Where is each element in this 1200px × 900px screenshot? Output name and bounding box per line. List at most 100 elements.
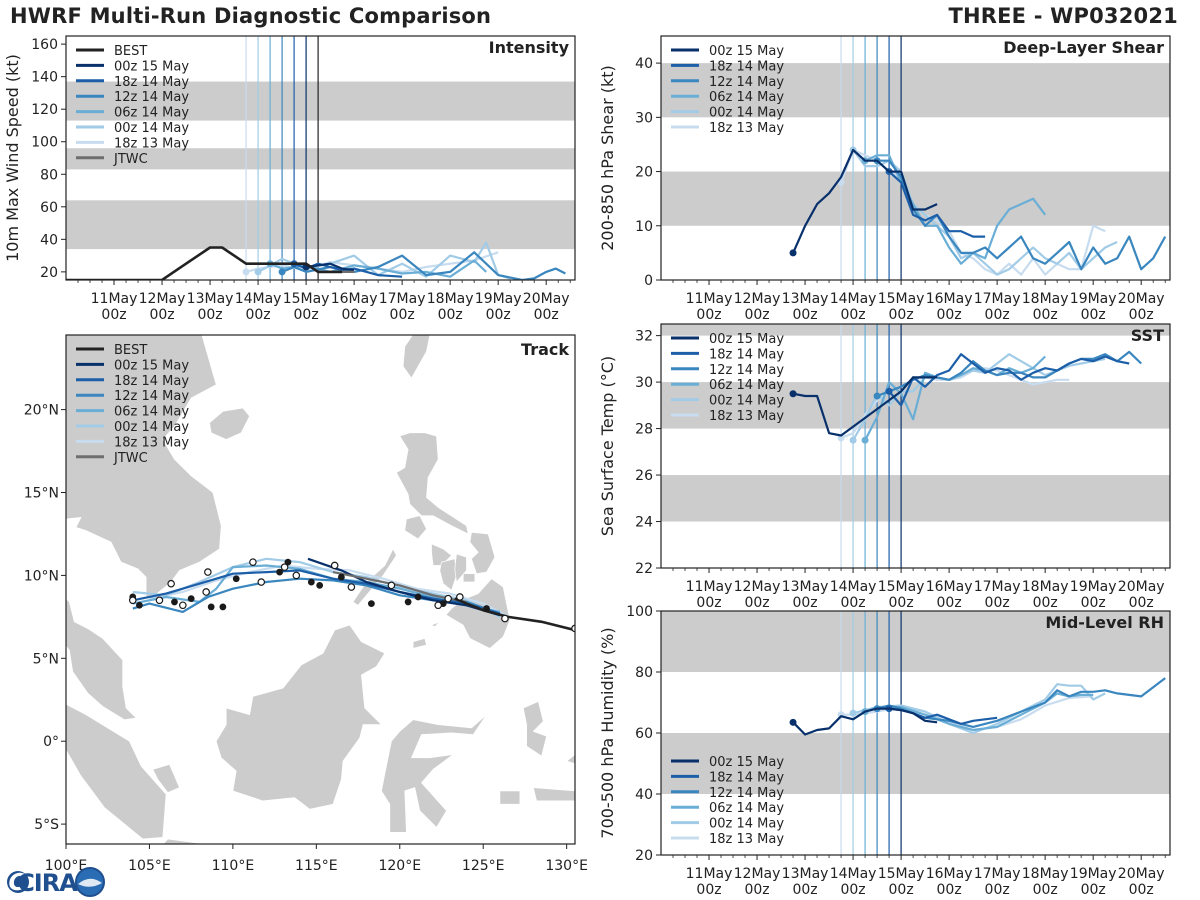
rh-xtick-label: 00z [1129,882,1154,898]
track-legend-label: 18z 13 May [114,435,189,450]
shear-series-18z-14-may [888,170,986,238]
seram-buru-islands [499,790,521,805]
sst-xtick-label: 11May [686,579,733,595]
rh-ytick-label: 40 [635,787,653,803]
sst-series-start-point [861,436,869,444]
intensity-series-start-point [254,268,262,276]
sst-xtick-label: 15May [878,579,925,595]
track-series-18z-14-may [132,569,501,615]
sst-series-18z-14-may [888,353,1130,407]
intensity-ytick-label: 20 [40,265,58,281]
rh-xtick-label: 14May [830,866,877,882]
track-ytick-label: 0° [43,734,59,750]
sst-legend-label: 18z 14 May [709,347,784,362]
sumatra-island [66,703,167,840]
shear-xtick-label: 17May [974,291,1021,307]
rh-ytick-label: 80 [635,665,653,681]
track-position-dot-open [347,583,356,591]
rh-xtick-label: 18May [1022,866,1069,882]
track-position-dot-open [204,568,212,576]
rh-xtick-label: 00z [1033,882,1058,898]
rh-series-start-point [789,718,797,726]
svg-text:C: C [9,870,26,896]
shear-ytick-label: 20 [635,165,653,181]
shear-band [661,63,1170,118]
rh-xtick-label: 00z [889,882,914,898]
track-position-dot-open [387,581,396,590]
storm-id-title: THREE - WP032021 [948,4,1178,28]
track-legend-label: 00z 14 May [114,420,189,435]
intensity-ylabel: 10m Max Wind Speed (kt) [3,54,22,262]
sst-legend-label: 18z 13 May [709,409,784,424]
track-ytick-label: 10°N [24,568,59,584]
track-position-dot-filled [307,578,315,586]
luzon-island [395,432,469,535]
sst-xtick-label: 00z [792,595,817,611]
track-xtick-label: 120°E [378,858,421,874]
rh-xtick-label: 00z [696,882,721,898]
track-position-dot-open [456,593,464,601]
intensity-xtick-label: 13May [187,291,234,307]
intensity-xtick-label: 00z [197,307,222,323]
shear-xtick-label: 00z [1033,307,1058,323]
rh-series-00z-14-may [852,683,1106,735]
track-legend-label: 12z 14 May [114,389,189,404]
sst-xtick-label: 00z [1081,595,1106,611]
rh-xtick-label: 17May [974,866,1021,882]
negros-island [439,558,457,591]
rh-xtick-label: 00z [792,882,817,898]
samar-leyte-islands [469,531,496,575]
shear-xtick-label: 00z [937,307,962,323]
intensity-panel: 2040608010012014016011May00z12May00z13Ma… [3,35,576,323]
track-position-dot-filled [368,600,375,607]
track-legend-label: 00z 15 May [114,358,189,373]
track-xtick-label: 105°E [128,858,171,874]
track-position-dot-filled [136,601,143,609]
sst-legend-label: 00z 14 May [709,394,784,409]
intensity-xtick-label: 18May [427,291,474,307]
intensity-ytick-label: 40 [40,232,58,248]
intensity-ytick-label: 160 [31,37,58,53]
track-series-00z-15-may [307,557,501,617]
rh-ytick-label: 100 [626,604,653,620]
intensity-xtick-label: 00z [534,307,559,323]
sst-ytick-label: 22 [635,561,653,577]
rh-legend-label: 18z 13 May [709,832,784,847]
track-position-dot-filled [219,603,227,611]
shear-legend-label: 00z 14 May [709,106,784,121]
shear-series-00z-14-may [852,149,1118,276]
track-position-dot-open [249,558,257,566]
sst-xtick-label: 18May [1022,579,1069,595]
shear-xtick-label: 00z [889,307,914,323]
intensity-band [66,81,575,121]
shear-xtick-label: 19May [1070,291,1117,307]
shear-xtick-label: 00z [792,307,817,323]
rh-xtick-label: 12May [734,866,781,882]
rh-xtick-label: 16May [926,866,973,882]
shear-xtick-label: 14May [830,291,877,307]
rh-xtick-label: 00z [937,882,962,898]
intensity-legend-label: BEST [114,44,147,59]
shear-xtick-label: 00z [744,307,769,323]
intensity-legend-label: 06z 14 May [114,106,189,121]
sst-title: SST [1131,326,1164,345]
intensity-frame [65,35,576,281]
intensity-legend-label: 18z 14 May [114,75,189,90]
shear-xtick-label: 12May [734,291,781,307]
track-legend-label: 06z 14 May [114,405,189,420]
intensity-xtick-label: 17May [379,291,426,307]
track-position-dot-filled [337,573,345,581]
shear-legend-label: 18z 14 May [709,59,784,74]
track-frame [65,334,576,845]
track-ytick-label: 5°S [34,817,59,833]
intensity-xtick-label: 00z [294,307,319,323]
sst-plot-area [661,324,1170,568]
track-legend-label: BEST [114,343,147,358]
track-position-dot-open [128,596,137,605]
sst-ylabel: Sea Surface Temp (°C) [598,356,617,536]
